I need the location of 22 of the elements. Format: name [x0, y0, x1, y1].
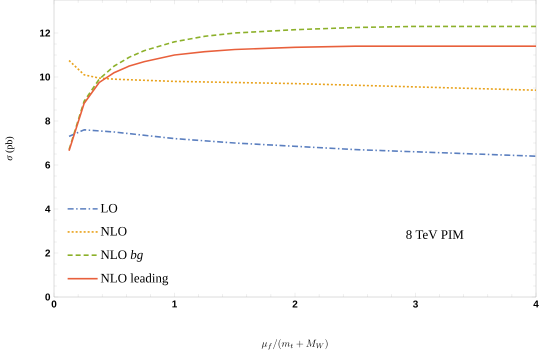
y-tick-label: 8 — [45, 117, 50, 125]
line-series — [68, 26, 536, 150]
y-tick-label: 2 — [45, 250, 50, 256]
x-tick-label: 1 — [172, 300, 177, 308]
x-tick-label: 2 — [292, 300, 298, 308]
legend-label: NLO leading — [100, 273, 168, 286]
x-tick-label: 0 — [52, 300, 56, 308]
y-tick-label: 12 — [40, 30, 50, 36]
annotation: 8 TeV PIM — [406, 230, 464, 240]
y-tick-label: 6 — [45, 161, 50, 169]
y-axis-title: σ (pb) — [5, 136, 14, 160]
legend-label: NLO — [100, 226, 127, 236]
x-tick-label: 3 — [412, 300, 418, 308]
x-axis-title: $\mu_f/(m_t + M_W)$ — [262, 339, 328, 350]
legend-label: LO — [100, 204, 118, 213]
x-tick-label: 4 — [533, 300, 539, 308]
line-series — [68, 129, 536, 157]
y-tick-label: 0 — [45, 293, 50, 301]
y-tick-label: 4 — [45, 206, 50, 212]
legend-label: NLO bg — [100, 250, 143, 262]
y-tick-label: 10 — [40, 73, 50, 81]
line-series — [68, 60, 536, 91]
